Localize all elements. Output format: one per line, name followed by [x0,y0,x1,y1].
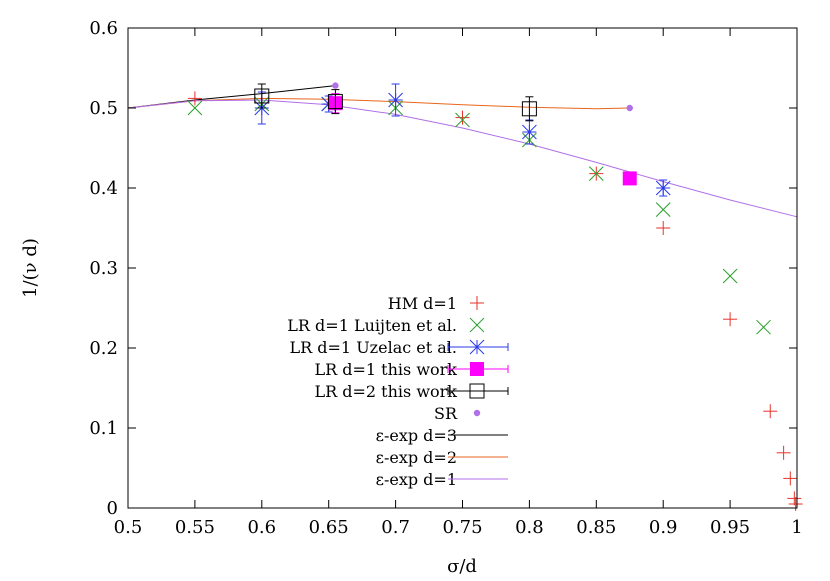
legend-label: ε-exp d=3 [376,426,457,445]
data-point [788,497,803,511]
legend-swatch-marker [469,383,485,399]
data-point [327,94,343,110]
data-point [522,124,537,140]
data-point [756,319,771,335]
y-tick-label: 0.2 [89,338,118,359]
series-line [127,99,798,218]
legend-label: SR [434,404,458,423]
legend-swatch-marker [470,296,484,310]
legend-label: HM d=1 [388,294,457,313]
data-point [622,171,637,186]
data-point [187,91,202,106]
data-point [655,180,671,196]
data-point [656,221,671,235]
x-tick-label: 0.85 [576,517,616,538]
x-tick-label: 0.8 [515,517,544,538]
y-tick-label: 0.5 [89,98,118,119]
data-point [626,104,633,112]
plot-markers [187,82,803,511]
x-tick-label: 0.9 [649,517,678,538]
axis-ticks: 0.5 0.55 0.6 0.65 0.7 0.75 0.8 0.85 0.9 0.95 1 0 0.1… [89,18,802,538]
legend-label: LR d=2 this work [315,382,458,401]
legend-swatch-marker [473,409,481,417]
legend-label: LR d=1 this work [315,360,458,379]
data-point [455,112,470,128]
y-tick-label: 0.3 [89,258,118,279]
series-line [127,97,630,110]
legend-label: ε-exp d=2 [376,448,457,467]
data-point [776,445,791,460]
legend-swatch-marker [469,317,485,333]
x-tick-label: 0.75 [442,517,482,538]
y-axis-label: 1/(ν d) [20,238,41,298]
x-axis-label: σ/d [447,556,477,577]
x-tick-label: 1 [791,517,802,538]
x-tick-label: 0.5 [114,517,143,538]
legend: HM d=1 LR d=1 Luijten et al. LR d=1 Uzelac… [287,294,509,489]
data-point [388,92,403,108]
x-tick-label: 0.7 [381,517,410,538]
legend-swatch-marker [470,362,484,376]
x-tick-label: 0.55 [175,517,215,538]
data-point [187,100,203,116]
y-tick-label: 0.4 [89,178,118,199]
x-tick-label: 0.6 [247,517,276,538]
legend-label: LR d=1 Luijten et al. [287,316,457,335]
data-point [723,312,738,327]
data-point [722,268,738,284]
data-point [655,202,671,217]
plot-lines [127,85,798,218]
data-point [787,491,802,506]
y-tick-label: 0.1 [89,418,118,439]
legend-label: ε-exp d=1 [376,470,457,489]
data-point [783,471,798,486]
data-point [521,101,537,117]
legend-label: LR d=1 Uzelac et al. [290,338,457,357]
legend-swatch-marker [469,339,485,355]
x-tick-label: 0.95 [710,517,750,538]
data-point [332,82,339,89]
x-tick-label: 0.65 [309,517,349,538]
data-point [254,88,270,104]
data-point [455,110,470,125]
y-tick-label: 0 [107,498,118,519]
y-tick-label: 0.6 [89,18,118,39]
data-point [763,404,778,419]
data-point [588,166,604,181]
